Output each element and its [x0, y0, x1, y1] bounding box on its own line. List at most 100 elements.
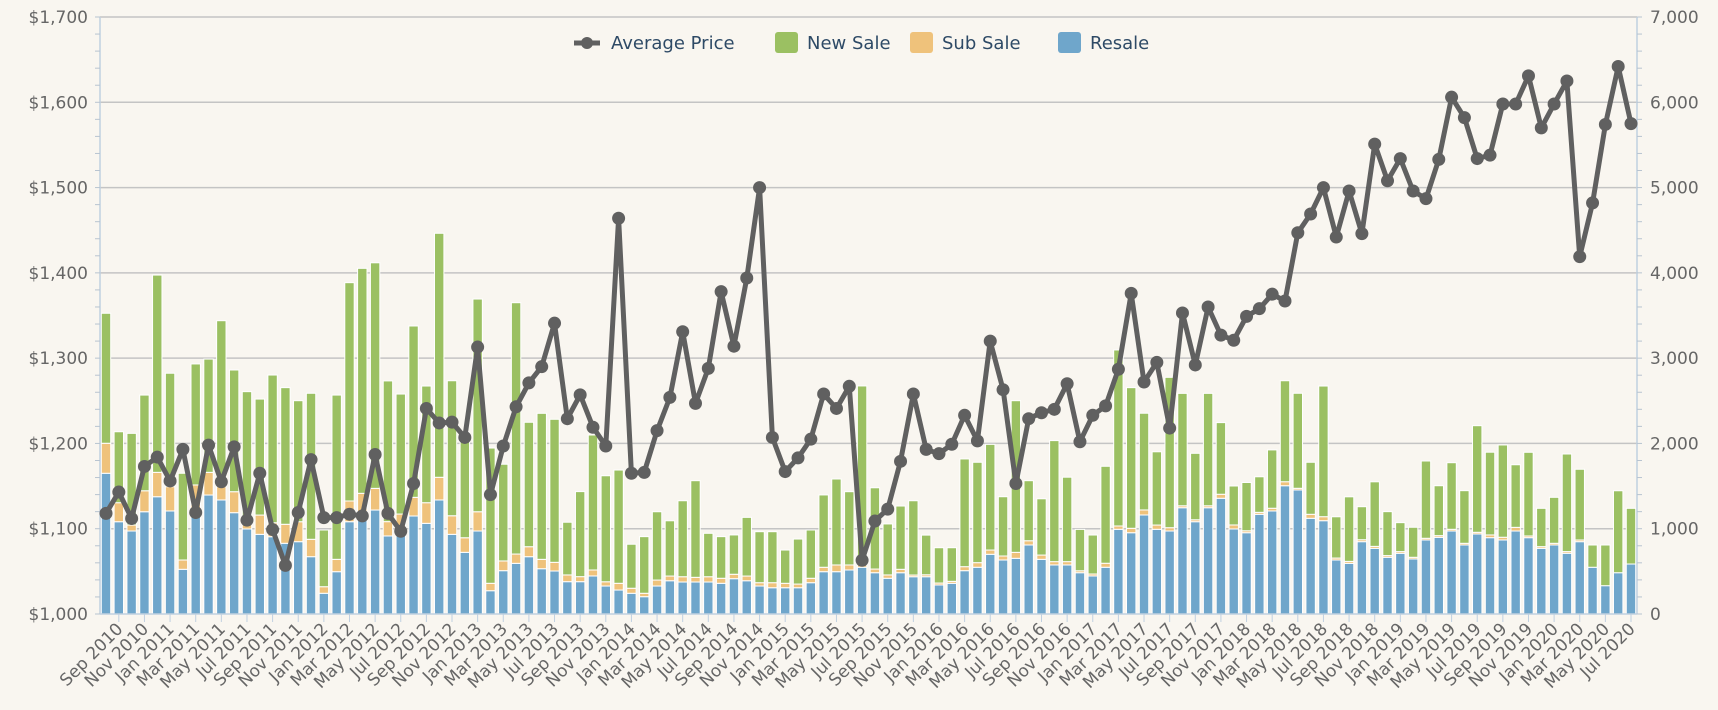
- bar-resale[interactable]: [587, 575, 599, 615]
- bar-sub-sale[interactable]: [1215, 493, 1227, 499]
- bar-sub-sale[interactable]: [869, 568, 881, 574]
- bar-resale[interactable]: [703, 581, 714, 615]
- bar-resale[interactable]: [421, 522, 432, 615]
- bar-new-sale[interactable]: [1625, 507, 1637, 565]
- bar-resale[interactable]: [498, 570, 509, 615]
- average-price-point[interactable]: [1137, 375, 1151, 389]
- bar-new-sale[interactable]: [651, 511, 663, 581]
- average-price-point[interactable]: [1560, 74, 1574, 88]
- average-price-point[interactable]: [958, 408, 972, 422]
- average-price-point[interactable]: [458, 430, 472, 444]
- bar-new-sale[interactable]: [1228, 485, 1239, 526]
- average-price-point[interactable]: [765, 430, 779, 444]
- bar-new-sale[interactable]: [882, 523, 893, 576]
- average-price-point[interactable]: [1124, 286, 1138, 300]
- bar-sub-sale[interactable]: [639, 592, 650, 598]
- bar-resale[interactable]: [1600, 585, 1611, 615]
- bar-new-sale[interactable]: [895, 505, 906, 570]
- bar-sub-sale[interactable]: [831, 564, 842, 573]
- bar-new-sale[interactable]: [715, 536, 727, 579]
- bar-sub-sale[interactable]: [613, 582, 624, 591]
- bar-resale[interactable]: [1305, 517, 1316, 615]
- average-price-point[interactable]: [894, 454, 908, 468]
- bar-sub-sale[interactable]: [587, 569, 599, 577]
- bar-resale[interactable]: [1420, 539, 1432, 615]
- average-price-point[interactable]: [560, 412, 574, 426]
- bar-resale[interactable]: [1279, 485, 1291, 615]
- average-price-point[interactable]: [496, 439, 510, 453]
- bar-resale[interactable]: [792, 587, 804, 615]
- bar-new-sale[interactable]: [1049, 440, 1060, 563]
- average-price-point[interactable]: [983, 334, 997, 348]
- bar-resale[interactable]: [1164, 530, 1175, 615]
- bar-sub-sale[interactable]: [1036, 554, 1047, 560]
- average-price-point[interactable]: [1291, 226, 1305, 240]
- average-price-point[interactable]: [1163, 421, 1177, 435]
- bar-resale[interactable]: [959, 570, 970, 615]
- bar-sub-sale[interactable]: [1023, 540, 1034, 546]
- bar-resale[interactable]: [1484, 537, 1496, 615]
- bar-sub-sale[interactable]: [164, 486, 176, 512]
- bar-resale[interactable]: [1446, 530, 1457, 615]
- average-price-point[interactable]: [1175, 306, 1189, 320]
- legend-item-sub-sale[interactable]: Sub Sale: [910, 32, 1021, 54]
- bar-sub-sale[interactable]: [498, 560, 509, 572]
- average-price-point[interactable]: [996, 383, 1010, 397]
- average-price-point[interactable]: [1534, 121, 1548, 135]
- bar-resale[interactable]: [408, 515, 419, 615]
- bar-sub-sale[interactable]: [626, 587, 637, 594]
- bar-new-sale[interactable]: [626, 543, 637, 589]
- bar-resale[interactable]: [1625, 563, 1637, 615]
- bar-sub-sale[interactable]: [677, 576, 688, 583]
- bar-resale[interactable]: [433, 499, 445, 615]
- bar-resale[interactable]: [1612, 572, 1624, 615]
- bar-new-sale[interactable]: [280, 387, 291, 525]
- bar-resale[interactable]: [856, 566, 868, 615]
- bar-sub-sale[interactable]: [1138, 509, 1150, 516]
- bar-resale[interactable]: [305, 556, 317, 615]
- bar-resale[interactable]: [357, 512, 368, 615]
- average-price-point[interactable]: [1457, 111, 1471, 125]
- bar-sub-sale[interactable]: [690, 576, 701, 583]
- bar-new-sale[interactable]: [1318, 385, 1329, 518]
- bar-new-sale[interactable]: [1113, 349, 1124, 527]
- average-price-point[interactable]: [1240, 309, 1254, 323]
- bar-resale[interactable]: [190, 511, 201, 615]
- average-price-point[interactable]: [1432, 152, 1446, 166]
- average-price-point[interactable]: [855, 553, 869, 567]
- average-price-point[interactable]: [432, 416, 446, 430]
- bar-resale[interactable]: [1331, 559, 1342, 615]
- bar-new-sale[interactable]: [1036, 498, 1047, 556]
- average-price-point[interactable]: [150, 450, 164, 464]
- bar-resale[interactable]: [1395, 552, 1406, 615]
- bar-new-sale[interactable]: [1023, 480, 1034, 542]
- average-price-point[interactable]: [240, 513, 254, 527]
- bar-new-sale[interactable]: [1600, 544, 1611, 587]
- bar-resale[interactable]: [844, 569, 855, 615]
- average-price-point[interactable]: [1624, 117, 1638, 131]
- bar-new-sale[interactable]: [1369, 481, 1380, 547]
- average-price-point[interactable]: [1252, 302, 1266, 316]
- bar-sub-sale[interactable]: [523, 546, 535, 558]
- average-price-point[interactable]: [1188, 358, 1202, 372]
- bar-new-sale[interactable]: [574, 491, 586, 578]
- bar-new-sale[interactable]: [177, 472, 189, 561]
- average-price-point[interactable]: [368, 448, 382, 462]
- average-price-point[interactable]: [1278, 294, 1292, 308]
- bar-new-sale[interactable]: [844, 491, 855, 566]
- bar-new-sale[interactable]: [805, 529, 817, 579]
- average-price-point[interactable]: [1611, 59, 1625, 73]
- average-price-point[interactable]: [1227, 333, 1241, 347]
- bar-resale[interactable]: [895, 572, 906, 615]
- bar-resale[interactable]: [1561, 552, 1573, 615]
- average-price-point[interactable]: [586, 420, 600, 434]
- average-price-point[interactable]: [663, 390, 677, 404]
- bar-sub-sale[interactable]: [280, 523, 291, 544]
- average-price-point[interactable]: [1547, 97, 1561, 111]
- average-price-point[interactable]: [778, 465, 792, 479]
- bar-resale[interactable]: [203, 494, 214, 615]
- average-price-point[interactable]: [381, 506, 395, 520]
- average-price-point[interactable]: [599, 439, 613, 453]
- bar-resale[interactable]: [1523, 537, 1534, 615]
- bar-new-sale[interactable]: [1266, 449, 1278, 509]
